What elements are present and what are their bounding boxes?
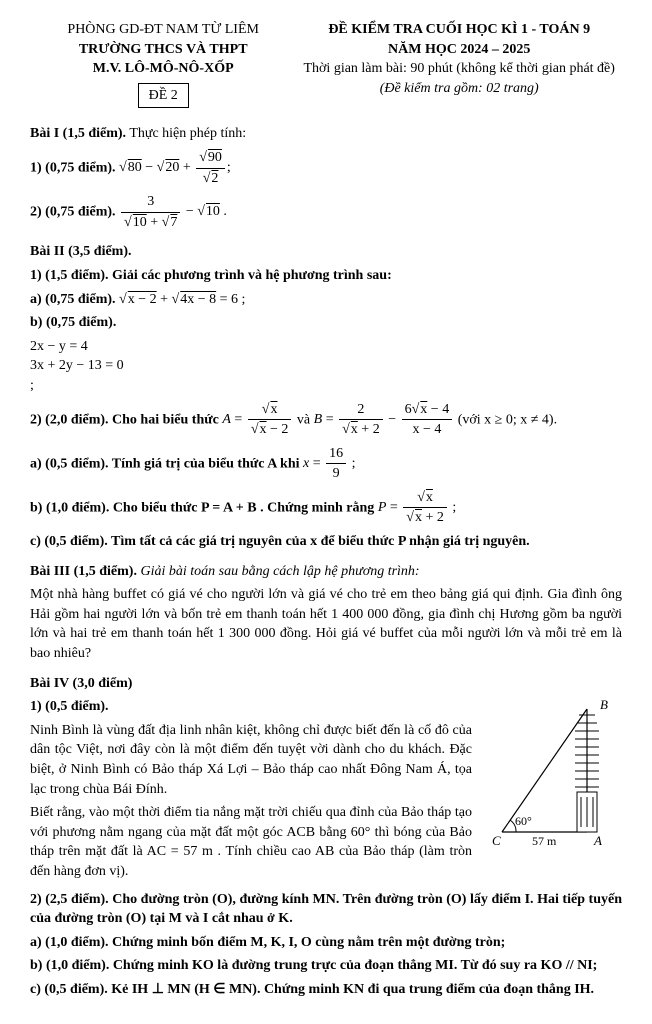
bai2-q2a-expr: x = 169 ; [303, 456, 356, 471]
bai1-intro: Thực hiện phép tính: [129, 126, 246, 141]
bai1-q2-label: 2) (0,75 điểm). [30, 204, 119, 219]
bai2-q2b-expr: P = √x√x + 2 ; [378, 500, 456, 515]
bai2-q1a-label: a) (0,75 điểm). [30, 292, 119, 307]
fig-base: 57 m [532, 834, 557, 847]
bai2-q1: 1) (1,5 điểm). Giải các phương trình và … [30, 268, 392, 283]
bai2-q1b-expr [120, 315, 131, 330]
school-line-1: TRƯỜNG THCS VÀ THPT [30, 40, 296, 60]
bai1-q2-expr: 3√10 + √7 − √10 . [119, 204, 227, 219]
bai4-q2-label: 2) (2,5 điểm). Cho đường tròn (O), đường… [30, 892, 622, 927]
bai2-q1a-expr: √x − 2 + √4x − 8 = 6 ; [119, 292, 245, 307]
bai2-q1a: a) (0,75 điểm). √x − 2 + √4x − 8 = 6 ; [30, 290, 622, 310]
triangle-figure: B C A 60° 57 m [482, 697, 622, 847]
exam-code-box: ĐỀ 2 [138, 83, 189, 109]
fig-angle: 60° [515, 814, 532, 828]
bai2-q2b: b) (1,0 điểm). Cho biểu thức P = A + B .… [30, 488, 622, 528]
bai3-title: Bài III (1,5 điểm). [30, 564, 137, 579]
header-left: PHÒNG GD-ĐT NAM TỪ LIÊM TRƯỜNG THCS VÀ T… [30, 20, 296, 108]
bai2-q2-exprB: B = 2√x + 2 − 6√x − 4x − 4 [314, 412, 458, 427]
page-count: (Đề kiểm tra gồm: 02 trang) [296, 79, 622, 99]
bai2-q2b-label: b) (1,0 điểm). Cho biểu thức P = A + B .… [30, 500, 378, 515]
bai2-q1b: b) (0,75 điểm). [30, 313, 622, 333]
bai-2: Bài II (3,5 điểm). 1) (1,5 điểm). Giải c… [30, 242, 622, 551]
exam-header: PHÒNG GD-ĐT NAM TỪ LIÊM TRƯỜNG THCS VÀ T… [30, 20, 622, 108]
bai-4: Bài IV (3,0 điểm) B C A 60° 57 m [30, 674, 622, 1000]
fig-label-C: C [492, 833, 501, 847]
bai2-title: Bài II (3,5 điểm). [30, 244, 132, 259]
bai1-title: Bài I (1,5 điểm). [30, 126, 126, 141]
bai2-q2-exprA: A = √x√x − 2 [222, 412, 297, 427]
bai-1: Bài I (1,5 điểm). Thực hiện phép tính: 1… [30, 124, 622, 232]
bai-3: Bài III (1,5 điểm). Giải bài toán sau bằ… [30, 562, 622, 664]
fig-label-A: A [593, 833, 602, 847]
bai3-body: Một nhà hàng buffet có giá vé cho người … [30, 585, 622, 663]
duration: Thời gian làm bài: 90 phút (không kể thờ… [296, 59, 622, 79]
exam-title: ĐỀ KIỂM TRA CUỐI HỌC KÌ 1 - TOÁN 9 [296, 20, 622, 40]
bai4-q2b: b) (1,0 điểm). Chứng minh KO là đường tr… [30, 958, 597, 973]
bai1-q1-expr: √80 − √20 + √90√2; [119, 160, 231, 175]
bai2-q2-label: 2) (2,0 điểm). Cho hai biểu thức [30, 412, 222, 427]
bai2-q2a-label: a) (0,5 điểm). Tính giá trị của biểu thứ… [30, 456, 303, 471]
school-year: NĂM HỌC 2024 – 2025 [296, 40, 622, 60]
school-line-2: M.V. LÔ-MÔ-NÔ-XỐP [30, 59, 296, 79]
bai2-q1b-label: b) (0,75 điểm). [30, 315, 120, 330]
bai2-q2: 2) (2,0 điểm). Cho hai biểu thức A = √x√… [30, 400, 622, 440]
triangle-svg: B C A 60° 57 m [482, 697, 622, 847]
bai2-q2a: a) (0,5 điểm). Tính giá trị của biểu thứ… [30, 444, 622, 484]
dept-line: PHÒNG GD-ĐT NAM TỪ LIÊM [30, 20, 296, 40]
fig-label-B: B [600, 697, 608, 712]
bai4-title: Bài IV (3,0 điểm) [30, 676, 132, 691]
bai4-q2c: c) (0,5 điểm). Kẻ IH ⊥ MN (H ∈ MN). Chứn… [30, 982, 594, 997]
bai3-subtitle: Giải bài toán sau bằng cách lập hệ phươn… [140, 564, 419, 579]
bai2-q2c: c) (0,5 điểm). Tìm tất cả các giá trị ng… [30, 534, 530, 549]
bai4-q1-label: 1) (0,5 điểm). [30, 699, 109, 714]
bai1-q1-label: 1) (0,75 điểm). [30, 160, 119, 175]
bai4-q2a: a) (1,0 điểm). Chứng minh bốn điểm M, K,… [30, 935, 505, 950]
header-right: ĐỀ KIỂM TRA CUỐI HỌC KÌ 1 - TOÁN 9 NĂM H… [296, 20, 622, 108]
bai2-q2-cond: (với x ≥ 0; x ≠ 4). [458, 412, 557, 427]
bai1-q2: 2) (0,75 điểm). 3√10 + √7 − √10 . [30, 192, 622, 232]
bai1-q1: 1) (0,75 điểm). √80 − √20 + √90√2; [30, 148, 622, 188]
